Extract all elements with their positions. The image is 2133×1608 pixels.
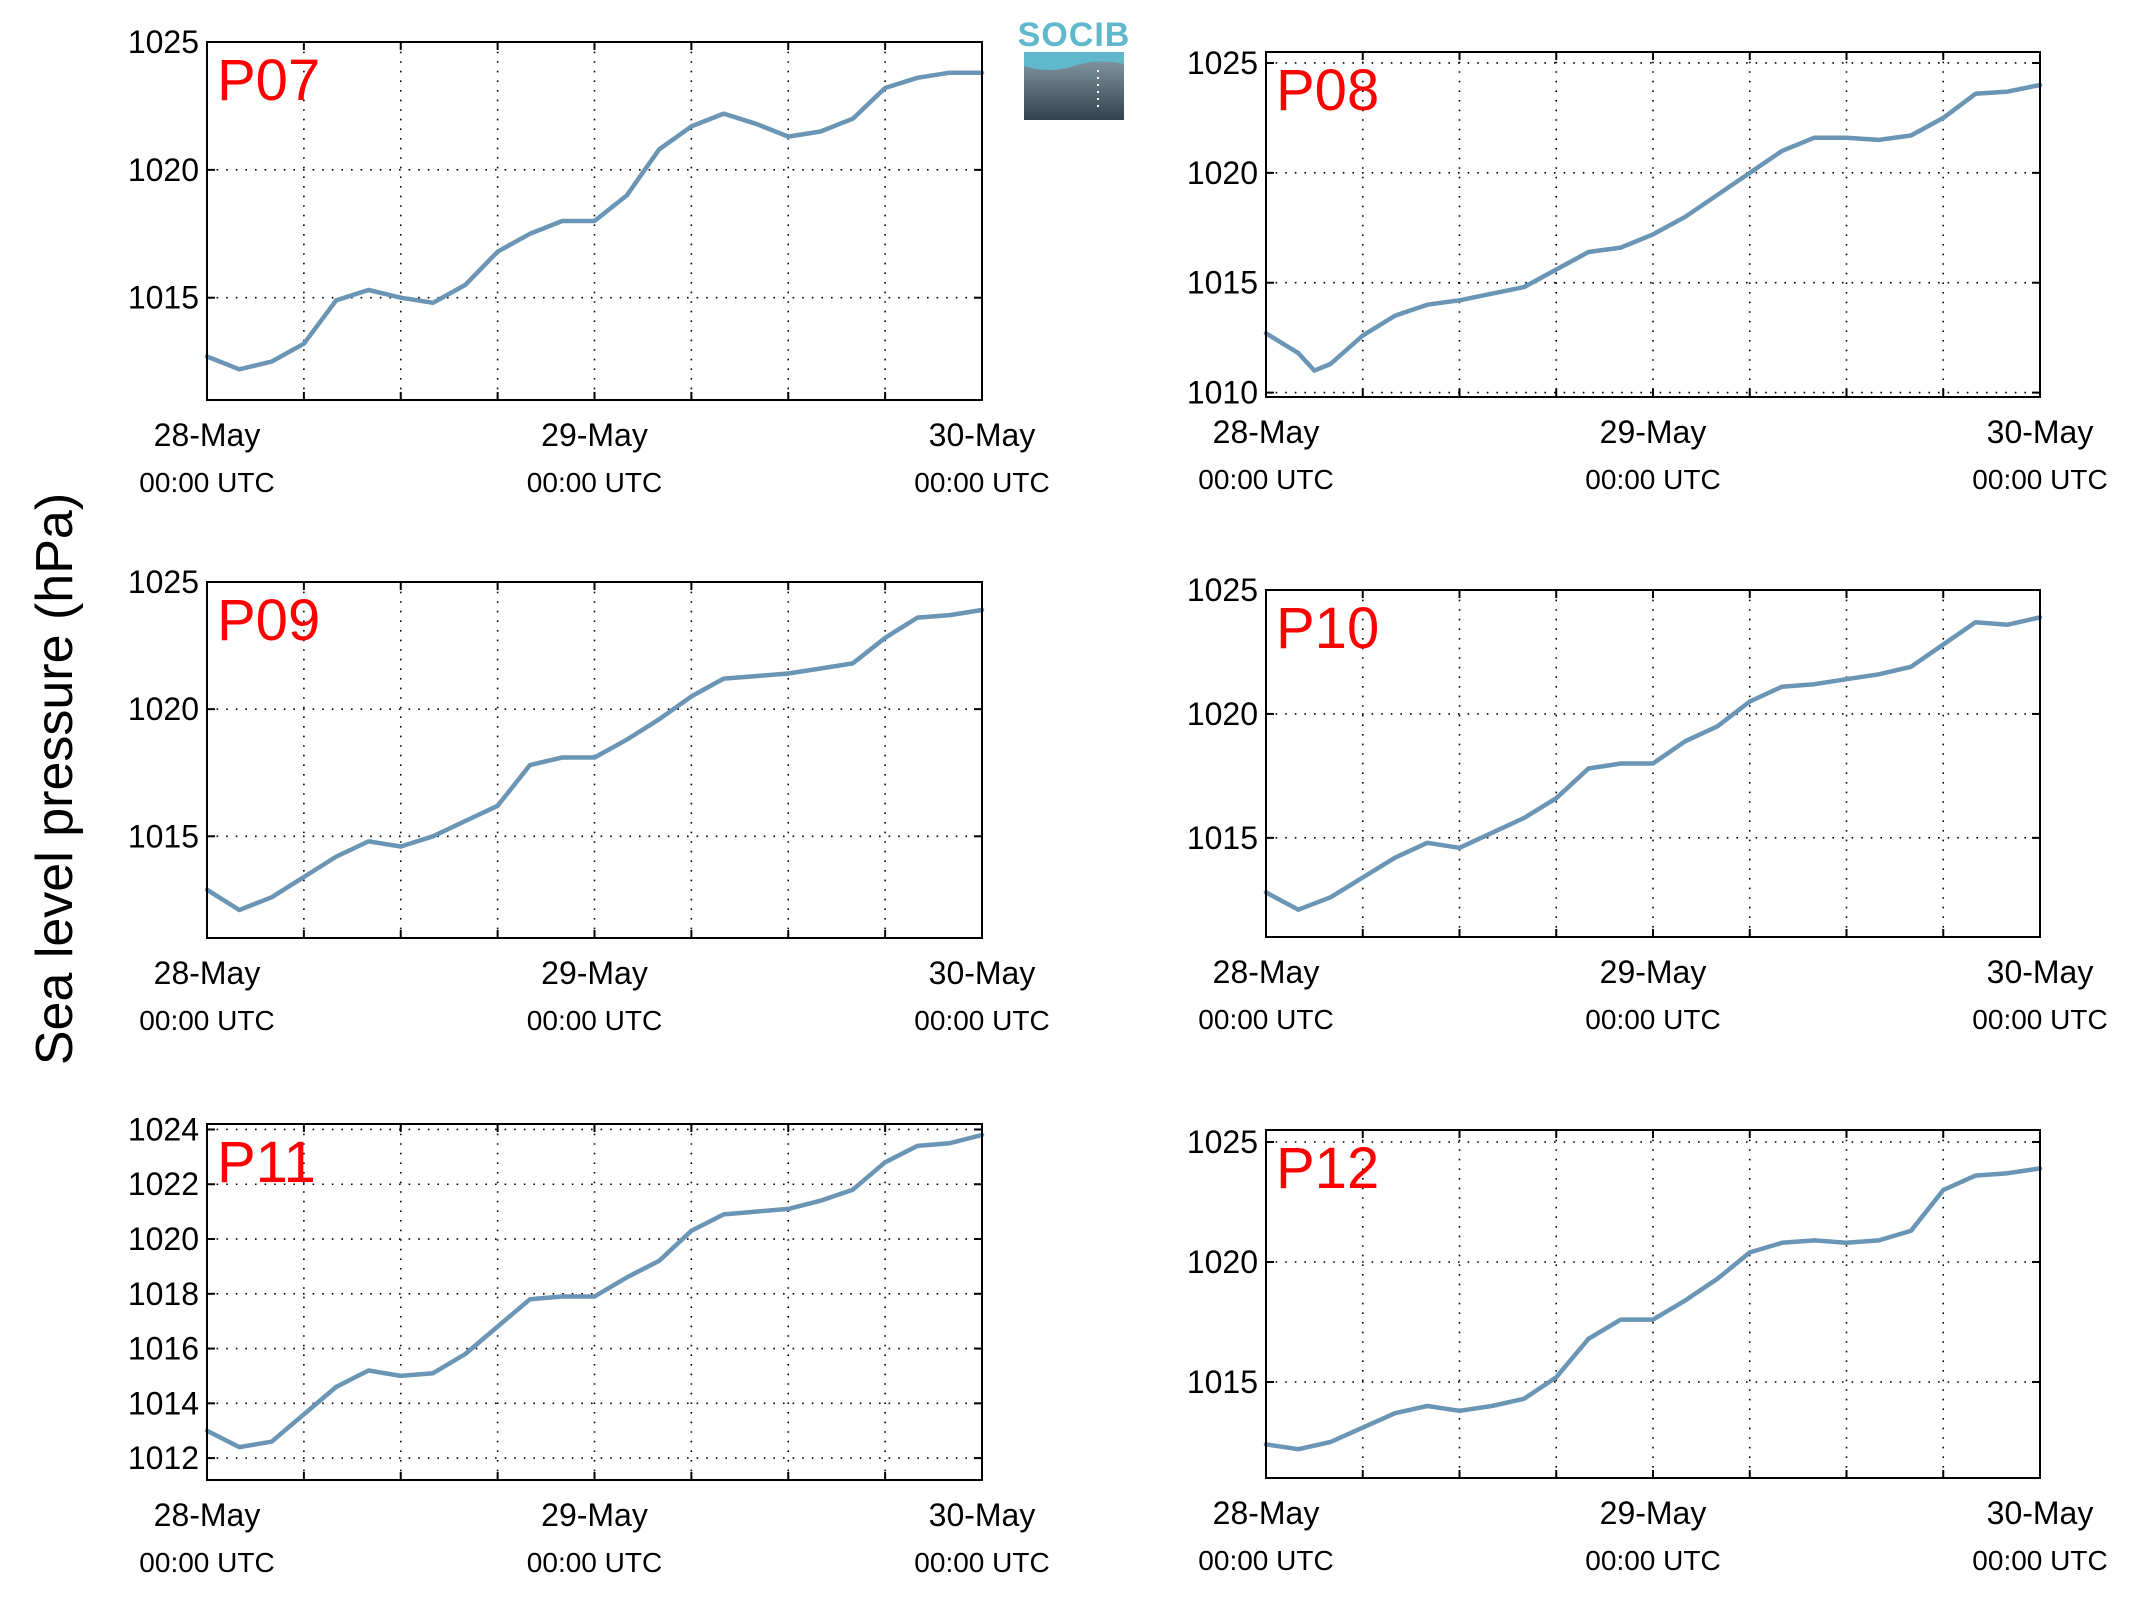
x-tick-label-date: 28-May bbox=[1213, 954, 1320, 990]
x-tick-label-date: 29-May bbox=[1600, 414, 1707, 450]
y-tick-label: 1015 bbox=[128, 280, 199, 316]
y-tick-label: 1020 bbox=[1187, 696, 1258, 732]
x-tick-label-date: 28-May bbox=[154, 417, 261, 453]
axis-frame bbox=[1265, 589, 2041, 938]
x-tick-label-time: 00:00 UTC bbox=[1972, 1004, 2107, 1035]
x-tick-label-time: 00:00 UTC bbox=[1198, 1004, 1333, 1035]
y-tick-label: 1025 bbox=[1187, 572, 1258, 608]
x-tick-label-date: 29-May bbox=[1600, 1495, 1707, 1531]
x-tick-label-date: 28-May bbox=[154, 1497, 261, 1533]
axis-frame bbox=[206, 41, 983, 401]
x-tick-label-time: 00:00 UTC bbox=[914, 467, 1049, 498]
x-tick-label-date: 29-May bbox=[541, 1497, 648, 1533]
y-tick-label: 1015 bbox=[1187, 820, 1258, 856]
x-tick-label-time: 00:00 UTC bbox=[139, 467, 274, 498]
x-tick-label-date: 28-May bbox=[1213, 1495, 1320, 1531]
panels-group: 1015 1020 1025 28-May 00:00 UTC 29-May 00:00 U… bbox=[128, 24, 2108, 1578]
panel-p10: 1015 1020 1025 28-May 00:00 UTC 29-May 00:00 U… bbox=[1187, 572, 2108, 1035]
panel-label: P07 bbox=[217, 48, 320, 113]
x-tick-label-time: 00:00 UTC bbox=[1198, 1545, 1333, 1576]
series-line-p12 bbox=[1263, 1166, 2043, 1452]
series-line-p08 bbox=[1263, 82, 2043, 373]
y-tick-label: 1015 bbox=[1187, 265, 1258, 301]
series-line-p09 bbox=[204, 607, 985, 913]
y-tick-label: 1024 bbox=[128, 1111, 199, 1147]
y-tick-label: 1014 bbox=[128, 1385, 199, 1421]
y-tick-label: 1025 bbox=[1187, 45, 1258, 81]
x-tick-label-time: 00:00 UTC bbox=[1972, 1545, 2107, 1576]
x-tick-label-date: 28-May bbox=[1213, 414, 1320, 450]
x-tick-label-time: 00:00 UTC bbox=[914, 1005, 1049, 1036]
axis-frame bbox=[206, 1123, 983, 1481]
x-tick-label-time: 00:00 UTC bbox=[139, 1005, 274, 1036]
y-tick-label: 1016 bbox=[128, 1331, 199, 1367]
y-tick-label: 1012 bbox=[128, 1440, 199, 1476]
y-tick-label: 1025 bbox=[128, 564, 199, 600]
panel-p08: 1010 1015 1020 1025 28-May 00:00 UTC 29-May 00:… bbox=[1187, 45, 2108, 495]
x-tick-label-date: 30-May bbox=[1987, 414, 2094, 450]
x-tick-label-time: 00:00 UTC bbox=[139, 1547, 274, 1578]
x-tick-label-time: 00:00 UTC bbox=[527, 1547, 662, 1578]
x-tick-label-date: 30-May bbox=[929, 955, 1036, 991]
panel-p07: 1015 1020 1025 28-May 00:00 UTC 29-May 00:00 U… bbox=[128, 24, 1050, 498]
x-tick-label-time: 00:00 UTC bbox=[1585, 464, 1720, 495]
x-tick-label-date: 28-May bbox=[154, 955, 261, 991]
panel-p09: 1015 1020 1025 28-May 00:00 UTC 29-May 00:00 U… bbox=[128, 564, 1050, 1036]
x-tick-label-time: 00:00 UTC bbox=[527, 1005, 662, 1036]
x-tick-label-time: 00:00 UTC bbox=[914, 1547, 1049, 1578]
series-line-p11 bbox=[204, 1132, 985, 1450]
series-line-p07 bbox=[204, 70, 985, 372]
x-tick-label-date: 30-May bbox=[929, 417, 1036, 453]
x-tick-label-time: 00:00 UTC bbox=[527, 467, 662, 498]
logo-wave bbox=[1024, 52, 1124, 70]
y-tick-label: 1022 bbox=[128, 1166, 199, 1202]
x-tick-label-time: 00:00 UTC bbox=[1198, 464, 1333, 495]
y-tick-label: 1015 bbox=[128, 818, 199, 854]
panel-p12: 1015 1020 1025 28-May 00:00 UTC 29-May 00:00 U… bbox=[1187, 1124, 2108, 1576]
y-axis-label: Sea level pressure (hPa) bbox=[26, 493, 84, 1065]
socib-logo: SOCIB bbox=[1018, 16, 1131, 120]
x-tick-label-date: 30-May bbox=[929, 1497, 1036, 1533]
y-tick-label: 1025 bbox=[128, 24, 199, 60]
panel-label: P09 bbox=[217, 588, 320, 653]
y-tick-label: 1025 bbox=[1187, 1124, 1258, 1160]
x-tick-label-time: 00:00 UTC bbox=[1972, 464, 2107, 495]
panel-p11: 1012 1014 1016 1018 1020 1022 1024 28-May 00:00 … bbox=[128, 1111, 1050, 1578]
y-tick-label: 1020 bbox=[1187, 1244, 1258, 1280]
x-tick-label-date: 29-May bbox=[541, 955, 648, 991]
y-tick-label: 1020 bbox=[128, 1221, 199, 1257]
panel-label: P08 bbox=[1276, 58, 1379, 123]
x-tick-label-date: 30-May bbox=[1987, 954, 2094, 990]
y-tick-label: 1020 bbox=[128, 691, 199, 727]
y-tick-label: 1015 bbox=[1187, 1364, 1258, 1400]
x-tick-label-date: 29-May bbox=[541, 417, 648, 453]
logo-text: SOCIB bbox=[1018, 16, 1131, 54]
x-tick-label-date: 30-May bbox=[1987, 1495, 2094, 1531]
axis-frame bbox=[206, 581, 983, 939]
axis-frame bbox=[1265, 51, 2041, 398]
y-tick-label: 1018 bbox=[128, 1276, 199, 1312]
y-tick-label: 1010 bbox=[1187, 375, 1258, 411]
panel-label: P10 bbox=[1276, 596, 1379, 661]
x-tick-label-time: 00:00 UTC bbox=[1585, 1004, 1720, 1035]
axis-frame bbox=[1265, 1129, 2041, 1479]
x-tick-label-date: 29-May bbox=[1600, 954, 1707, 990]
panel-label: P11 bbox=[217, 1130, 316, 1195]
x-tick-label-time: 00:00 UTC bbox=[1585, 1545, 1720, 1576]
series-line-p10 bbox=[1263, 615, 2043, 912]
y-tick-label: 1020 bbox=[1187, 155, 1258, 191]
panel-label: P12 bbox=[1276, 1136, 1379, 1201]
y-tick-label: 1020 bbox=[128, 152, 199, 188]
